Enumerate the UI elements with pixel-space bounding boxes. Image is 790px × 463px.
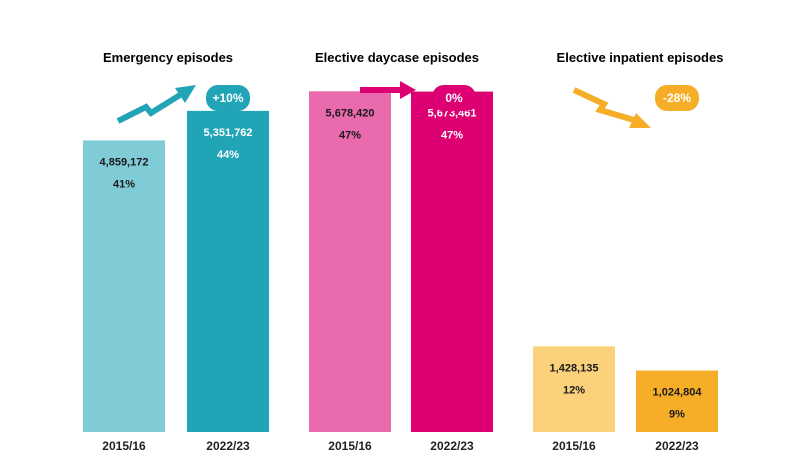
data-label-value: 1,428,135 (550, 362, 599, 374)
chart-title: Emergency episodes (103, 50, 233, 65)
data-label-share: 47% (441, 130, 463, 142)
bar-2015-16 (83, 140, 165, 432)
data-label-share: 12% (563, 384, 585, 396)
trend-up-arrow-icon (116, 85, 196, 124)
change-badge (655, 85, 699, 111)
x-tick-label: 2022/23 (655, 439, 699, 453)
data-label-value: 1,024,804 (653, 387, 703, 399)
change-badge-label: 0% (445, 91, 463, 105)
trend-down-arrow-icon (572, 87, 651, 128)
bar-2015-16 (309, 91, 391, 432)
x-tick-label: 2015/16 (102, 439, 146, 453)
chart-group-2: Elective inpatient episodes 1,428,135 12% 2… (533, 50, 723, 453)
chart-title: Elective inpatient episodes (557, 50, 724, 65)
bar-2022-23 (187, 110, 269, 432)
chart-title: Elective daycase episodes (315, 50, 479, 65)
trend-flat-arrow-icon (360, 81, 416, 99)
x-tick-label: 2022/23 (430, 439, 474, 453)
x-tick-label: 2015/16 (328, 439, 372, 453)
data-label-share: 44% (217, 149, 239, 161)
data-label-value: 5,678,420 (326, 107, 375, 119)
data-label-value: 4,859,172 (100, 156, 149, 168)
data-label-value: 5,351,762 (204, 127, 253, 139)
change-badge (206, 85, 250, 111)
data-label-share: 47% (339, 129, 361, 141)
x-tick-label: 2015/16 (552, 439, 596, 453)
data-label-share: 41% (113, 178, 135, 190)
bar-2022-23 (636, 370, 718, 432)
change-badge-label: -28% (663, 91, 691, 105)
x-tick-label: 2022/23 (206, 439, 250, 453)
change-badge-label: +10% (212, 91, 243, 105)
bar-2022-23 (411, 91, 493, 432)
bar-2015-16 (533, 346, 615, 432)
change-badge (432, 85, 476, 111)
chart-group-0: Emergency episodes 4,859,172 41% 2015/16 5,3… (83, 50, 269, 453)
chart-group-1: Elective daycase episodes 5,678,420 47% 201… (309, 50, 493, 453)
data-label-share: 9% (669, 409, 685, 421)
